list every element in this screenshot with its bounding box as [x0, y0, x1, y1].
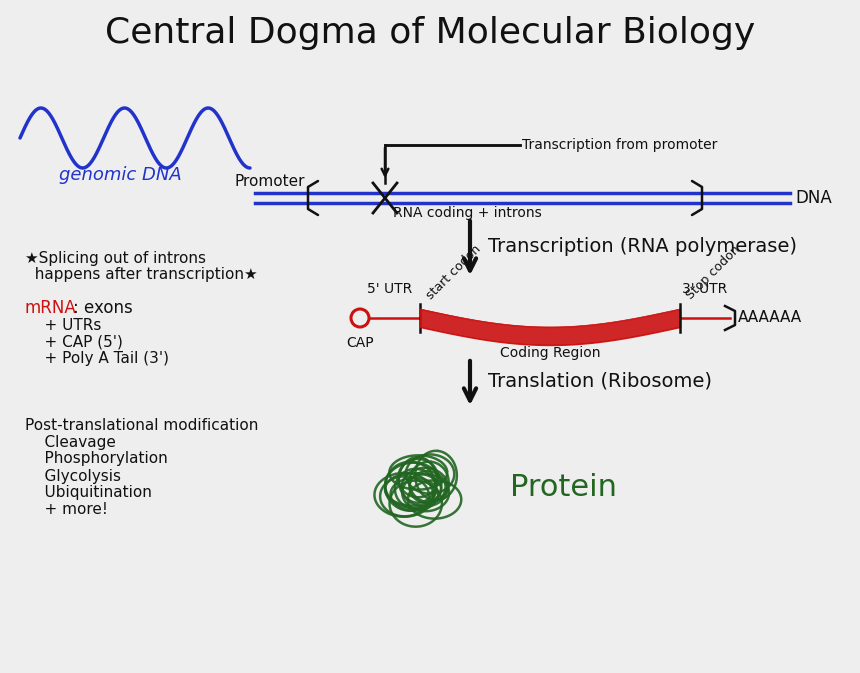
Text: Ubiquitination: Ubiquitination [25, 485, 152, 501]
Text: Cleavage: Cleavage [25, 435, 116, 450]
Text: + CAP (5'): + CAP (5') [25, 334, 123, 349]
Text: Promoter: Promoter [235, 174, 305, 188]
Text: + Poly A Tail (3'): + Poly A Tail (3') [25, 351, 169, 367]
Text: 3' UTR: 3' UTR [682, 282, 728, 296]
Text: Translation (Ribosome): Translation (Ribosome) [488, 371, 712, 390]
Text: + more!: + more! [25, 503, 108, 518]
Text: : exons: : exons [73, 299, 132, 317]
Text: Glycolysis: Glycolysis [25, 468, 121, 483]
Text: AAAAAA: AAAAAA [738, 310, 802, 326]
Text: mRNA: mRNA [25, 299, 77, 317]
Text: Phosphorylation: Phosphorylation [25, 452, 168, 466]
Text: ★Splicing out of introns: ★Splicing out of introns [25, 250, 206, 266]
Text: Transcription from promoter: Transcription from promoter [522, 138, 717, 152]
Text: 5' UTR: 5' UTR [367, 282, 413, 296]
Text: Coding Region: Coding Region [500, 346, 600, 360]
Text: CAP: CAP [347, 336, 374, 350]
Text: + UTRs: + UTRs [25, 318, 101, 332]
Text: Post-translational modification: Post-translational modification [25, 417, 258, 433]
Text: Protein: Protein [510, 474, 617, 503]
Text: DNA: DNA [795, 189, 832, 207]
Text: Stop codon: Stop codon [684, 243, 743, 302]
Text: Transcription (RNA polymerase): Transcription (RNA polymerase) [488, 236, 797, 256]
Text: start codon: start codon [424, 242, 483, 302]
Text: Central Dogma of Molecular Biology: Central Dogma of Molecular Biology [105, 16, 755, 50]
Text: happens after transcription★: happens after transcription★ [25, 267, 258, 283]
Text: genomic DNA: genomic DNA [58, 166, 181, 184]
Text: RNA coding + introns: RNA coding + introns [393, 206, 542, 220]
